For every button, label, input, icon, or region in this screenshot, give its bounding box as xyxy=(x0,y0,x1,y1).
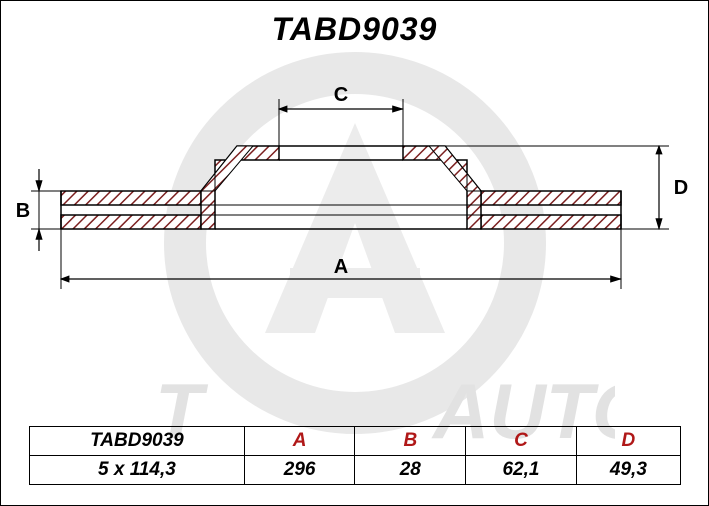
cell-c: 62,1 xyxy=(466,456,577,485)
dim-label-a: A xyxy=(334,256,348,278)
dim-label-d: D xyxy=(674,177,688,199)
cell-bolt-pattern: 5 x 114,3 xyxy=(30,456,245,485)
table-header-b: B xyxy=(355,427,466,456)
table-header-d: D xyxy=(576,427,680,456)
cell-d: 49,3 xyxy=(576,456,680,485)
table-header-a: A xyxy=(244,427,355,456)
dim-label-b: B xyxy=(16,200,30,222)
table-header-row: TABD9039 A B C D xyxy=(30,427,681,456)
cell-a: 296 xyxy=(244,456,355,485)
dim-label-c: C xyxy=(334,84,348,106)
table-row: 5 x 114,3 296 28 62,1 49,3 xyxy=(30,456,681,485)
cell-b: 28 xyxy=(355,456,466,485)
table-header-c: C xyxy=(466,427,577,456)
part-number-title: TABD9039 xyxy=(1,11,708,48)
spec-table: TABD9039 A B C D 5 x 114,3 296 28 62,1 4… xyxy=(29,426,681,485)
table-header-part: TABD9039 xyxy=(30,427,245,456)
brake-disc-diagram: A C B D xyxy=(1,51,709,381)
